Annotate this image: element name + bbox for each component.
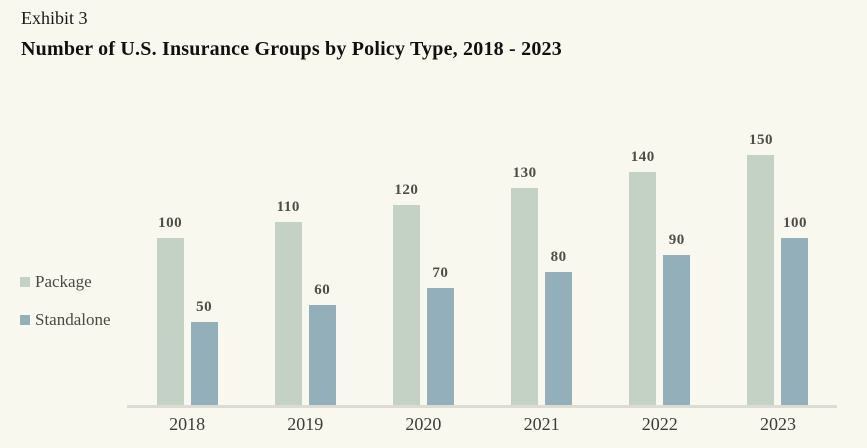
bar-rect xyxy=(190,322,218,405)
bar-package-2022: 140 xyxy=(629,149,657,405)
bar-value-label: 50 xyxy=(196,299,213,315)
x-tick-label-2018: 2018 xyxy=(169,414,206,434)
bar-value-label: 130 xyxy=(512,165,537,181)
exhibit-label: Exhibit 3 xyxy=(21,8,88,28)
x-axis-labels: 2018 2019 2020 2021 2022 2023 xyxy=(128,414,837,435)
bar-standalone-2023: 100 xyxy=(781,215,809,405)
x-tick-label-2023: 2023 xyxy=(759,414,796,434)
bar-rect xyxy=(629,172,657,405)
x-axis-line xyxy=(127,405,837,408)
bar-rect xyxy=(308,305,336,405)
chart-header: Exhibit 3 Number of U.S. Insurance Group… xyxy=(21,6,562,61)
bar-group-2022: 140 90 xyxy=(601,103,719,405)
bar-rect xyxy=(274,222,302,405)
bar-value-label: 110 xyxy=(276,199,300,215)
x-tick-label-2021: 2021 xyxy=(523,414,560,434)
bar-rect xyxy=(781,238,809,405)
plot-area: 100 50 110 60 120 70 130 80 140 90 150 100 xyxy=(128,103,837,405)
chart-title: Number of U.S. Insurance Groups by Polic… xyxy=(21,38,562,60)
bar-rect xyxy=(747,155,775,405)
bar-rect xyxy=(545,272,573,405)
bar-package-2020: 120 xyxy=(392,182,420,405)
bar-standalone-2020: 70 xyxy=(426,265,454,405)
bar-package-2018: 100 xyxy=(156,215,184,405)
bar-standalone-2019: 60 xyxy=(308,282,336,405)
bar-value-label: 100 xyxy=(782,215,807,231)
bar-value-label: 140 xyxy=(630,149,655,165)
bar-standalone-2021: 80 xyxy=(545,249,573,405)
bar-package-2023: 150 xyxy=(747,132,775,405)
legend-label: Package xyxy=(35,272,92,291)
legend-swatch-icon xyxy=(20,277,30,287)
legend-label: Standalone xyxy=(35,310,111,329)
bar-group-2020: 120 70 xyxy=(364,103,482,405)
bar-group-2018: 100 50 xyxy=(128,103,246,405)
bar-value-label: 90 xyxy=(668,232,685,248)
bar-value-label: 120 xyxy=(394,182,419,198)
bar-value-label: 60 xyxy=(314,282,331,298)
legend-swatch-icon xyxy=(20,315,30,325)
bar-group-2019: 110 60 xyxy=(246,103,364,405)
x-tick-label-2020: 2020 xyxy=(405,414,442,434)
bar-package-2021: 130 xyxy=(511,165,539,405)
bar-value-label: 80 xyxy=(550,249,567,265)
bar-package-2019: 110 xyxy=(274,199,302,405)
bar-value-label: 70 xyxy=(432,265,449,281)
bar-rect xyxy=(156,238,184,405)
bar-value-label: 100 xyxy=(158,215,183,231)
bar-value-label: 150 xyxy=(748,132,773,148)
x-tick-label-2019: 2019 xyxy=(287,414,324,434)
x-tick-label-2022: 2022 xyxy=(641,414,678,434)
bar-rect xyxy=(511,188,539,405)
bar-rect xyxy=(426,288,454,405)
bar-standalone-2022: 90 xyxy=(663,232,691,405)
bar-group-2023: 150 100 xyxy=(719,103,837,405)
bar-standalone-2018: 50 xyxy=(190,299,218,405)
legend-item-package: Package xyxy=(20,272,111,292)
chart-legend: Package Standalone xyxy=(20,272,111,330)
bar-group-2021: 130 80 xyxy=(483,103,601,405)
legend-item-standalone: Standalone xyxy=(20,310,111,330)
bar-rect xyxy=(663,255,691,405)
bar-rect xyxy=(392,205,420,405)
